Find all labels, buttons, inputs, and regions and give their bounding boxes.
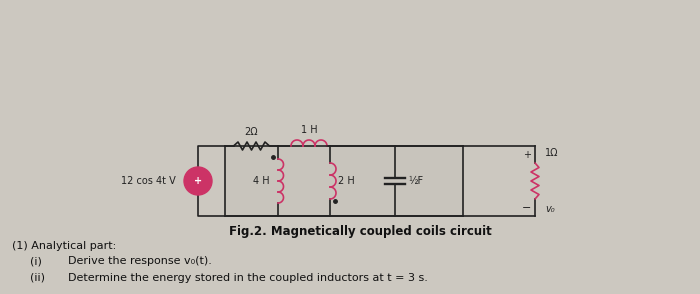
Text: Derive the response v₀(t).: Derive the response v₀(t). <box>68 256 212 266</box>
Text: +: + <box>523 150 531 160</box>
Text: +: + <box>194 176 202 186</box>
Text: 4 H: 4 H <box>253 176 270 186</box>
Text: 2 H: 2 H <box>338 176 355 186</box>
Text: 2Ω: 2Ω <box>245 127 258 137</box>
Text: (ii): (ii) <box>30 273 45 283</box>
Text: v₀: v₀ <box>545 204 554 214</box>
Circle shape <box>184 167 212 195</box>
Text: Determine the energy stored in the coupled inductors at t = 3 s.: Determine the energy stored in the coupl… <box>68 273 428 283</box>
Text: 1Ω: 1Ω <box>545 148 559 158</box>
Text: (1) Analytical part:: (1) Analytical part: <box>12 241 116 251</box>
Bar <box>225 146 463 216</box>
Text: −: − <box>522 203 532 213</box>
Text: (i): (i) <box>30 256 42 266</box>
Text: Fig.2. Magnetically coupled coils circuit: Fig.2. Magnetically coupled coils circui… <box>229 225 491 238</box>
Text: 1 H: 1 H <box>301 125 317 135</box>
Text: 12 cos 4t V: 12 cos 4t V <box>121 176 176 186</box>
Text: ½F: ½F <box>408 176 423 186</box>
